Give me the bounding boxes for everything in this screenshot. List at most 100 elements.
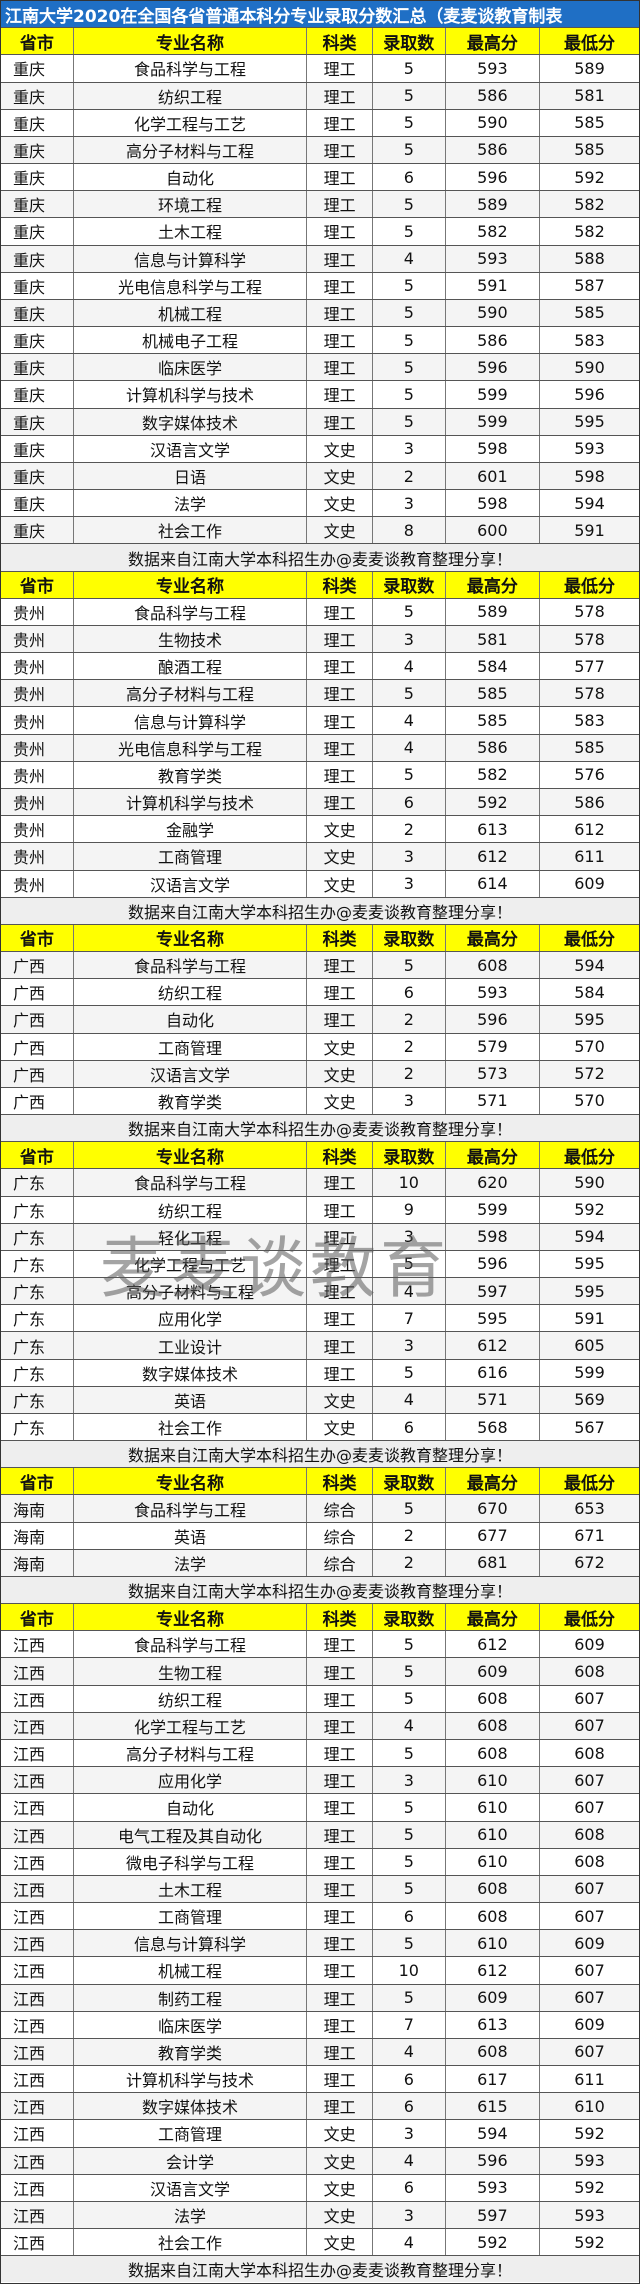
table-cell: 6	[373, 1903, 446, 1930]
table-cell: 法学	[74, 2201, 308, 2229]
table-cell: 5	[373, 408, 446, 435]
column-header: 科类	[307, 1468, 373, 1495]
table-cell: 6	[373, 1413, 446, 1441]
table-cell: 教育学类	[74, 1087, 308, 1115]
table-cell: 文史	[307, 1087, 373, 1115]
table-cell: 5	[373, 272, 446, 299]
table-cell: 江西	[1, 2201, 74, 2229]
table-cell: 教育学类	[74, 2038, 308, 2066]
table-cell: 3	[373, 2201, 446, 2229]
data-row: 贵州 教育学类 理工 5 582 576	[1, 761, 639, 789]
table-cell: 广东	[1, 1278, 74, 1305]
source-note: 数据来自江南大学本科招生办@麦麦谈教育整理分享！	[1, 2256, 639, 2283]
title-row: 江南大学2020在全国各省普通本科分专业录取分数汇总（麦麦谈教育制表	[1, 1, 639, 29]
table-cell: 应用化学	[74, 1767, 308, 1794]
table-cell: 纺织工程	[74, 979, 308, 1006]
table-cell: 5	[373, 1794, 446, 1821]
table-cell: 文史	[307, 1386, 373, 1413]
table-cell: 5	[373, 218, 446, 245]
table-cell: 2	[373, 816, 446, 843]
table-cell: 5	[373, 680, 446, 707]
data-row: 贵州 食品科学与工程 理工 5 589 578	[1, 598, 639, 626]
table-cell: 理工	[307, 680, 373, 707]
table-cell: 591	[574, 1308, 605, 1328]
table-cell: 理工	[307, 761, 373, 788]
data-row: 江西 汉语言文学 文史 6 593 592	[1, 2174, 639, 2202]
data-row: 江西 自动化 理工 5 610 607	[1, 1794, 639, 1822]
table-cell: 理工	[307, 625, 373, 653]
data-row: 江西 微电子科学与工程 理工 5 610 608	[1, 1848, 639, 1876]
table-cell: 重庆	[1, 245, 74, 272]
table-cell: 理工	[307, 327, 373, 354]
column-header: 录取数	[372, 1468, 446, 1495]
data-row: 江西 临床医学 理工 7 613 609	[1, 2011, 639, 2039]
table-cell: 672	[574, 1553, 605, 1573]
table-cell: 596	[446, 2147, 541, 2174]
table-cell: 610	[446, 1821, 541, 1848]
table-cell: 理工	[307, 1685, 373, 1712]
table-cell: 英语	[74, 1386, 308, 1413]
table-cell: 588	[574, 249, 605, 269]
table-cell: 重庆	[1, 272, 74, 299]
column-header: 省市	[1, 1468, 74, 1495]
footer-row: 数据来自江南大学本科招生办@麦麦谈教育整理分享！	[1, 1576, 639, 1605]
data-row: 江西 电气工程及其自动化 理工 5 610 608	[1, 1821, 639, 1849]
table-cell: 高分子材料与工程	[74, 136, 308, 164]
table-cell: 理工	[307, 1848, 373, 1875]
column-header: 最低分	[540, 924, 639, 952]
table-cell: 608	[574, 1852, 605, 1872]
data-row: 广东 化学工程与工艺 理工 5 596 595	[1, 1250, 639, 1279]
table-cell: 5	[373, 598, 446, 625]
table-cell: 612	[446, 1957, 541, 1984]
data-row: 江西 会计学 文史 4 596 593	[1, 2147, 639, 2175]
data-row: 江西 社会工作 文史 4 592 592	[1, 2229, 639, 2257]
column-header: 最低分	[540, 571, 639, 598]
table-cell: 612	[446, 843, 541, 870]
table-cell: 理工	[307, 1658, 373, 1685]
table-cell: 3	[373, 2120, 446, 2147]
data-row: 海南 食品科学与工程 综合 5 670 653	[1, 1495, 639, 1523]
table-cell: 江西	[1, 2066, 74, 2093]
table-cell: 理工	[307, 299, 373, 327]
table-cell: 汉语言文学	[74, 2174, 308, 2201]
table-cell: 594	[574, 493, 605, 513]
table-cell: 596	[446, 1250, 541, 1278]
table-cell: 5	[373, 191, 446, 218]
table-cell: 食品科学与工程	[74, 1495, 308, 1522]
table-cell: 620	[446, 1169, 541, 1196]
table-cell: 616	[446, 1359, 541, 1386]
footer-row: 数据来自江南大学本科招生办@麦麦谈教育整理分享！	[1, 1441, 639, 1469]
table-cell: 计算机科学与技术	[74, 381, 308, 408]
table-cell: 理工	[307, 1957, 373, 1984]
table-cell: 4	[373, 2229, 446, 2256]
table-cell: 593	[446, 979, 541, 1006]
table-cell: 592	[574, 167, 605, 187]
data-row: 广东 数字媒体技术 理工 5 616 599	[1, 1359, 639, 1387]
footer-row: 数据来自江南大学本科招生办@麦麦谈教育整理分享！	[1, 897, 639, 925]
table-cell: 3	[373, 843, 446, 870]
table-cell: 593	[446, 2174, 541, 2201]
table-cell: 重庆	[1, 82, 74, 109]
data-row: 重庆 机械工程 理工 5 590 585	[1, 299, 639, 328]
table-cell: 江西	[1, 1984, 74, 2011]
table-cell: 570	[574, 1037, 605, 1057]
table-cell: 重庆	[1, 191, 74, 218]
table-cell: 江西	[1, 1712, 74, 1739]
table-cell: 江西	[1, 1794, 74, 1821]
table-cell: 数字媒体技术	[74, 2093, 308, 2120]
data-row: 江西 教育学类 理工 4 608 607	[1, 2038, 639, 2067]
table-cell: 585	[446, 680, 541, 707]
table-cell: 594	[574, 955, 605, 975]
table-cell: 文史	[307, 870, 373, 897]
table-cell: 自动化	[74, 1006, 308, 1033]
footer-row: 数据来自江南大学本科招生办@麦麦谈教育整理分享！	[1, 544, 639, 572]
table-cell: 广东	[1, 1223, 74, 1250]
table-cell: 重庆	[1, 55, 74, 82]
column-header: 科类	[307, 28, 373, 55]
table-cell: 广东	[1, 1169, 74, 1196]
table-cell: 江西	[1, 1631, 74, 1658]
header-row: 省市 专业名称 科类 录取数 最高分 最低分	[1, 1604, 639, 1632]
table-cell: 5	[373, 327, 446, 354]
data-row: 重庆 日语 文史 2 601 598	[1, 462, 639, 491]
table-cell: 608	[446, 1740, 541, 1767]
